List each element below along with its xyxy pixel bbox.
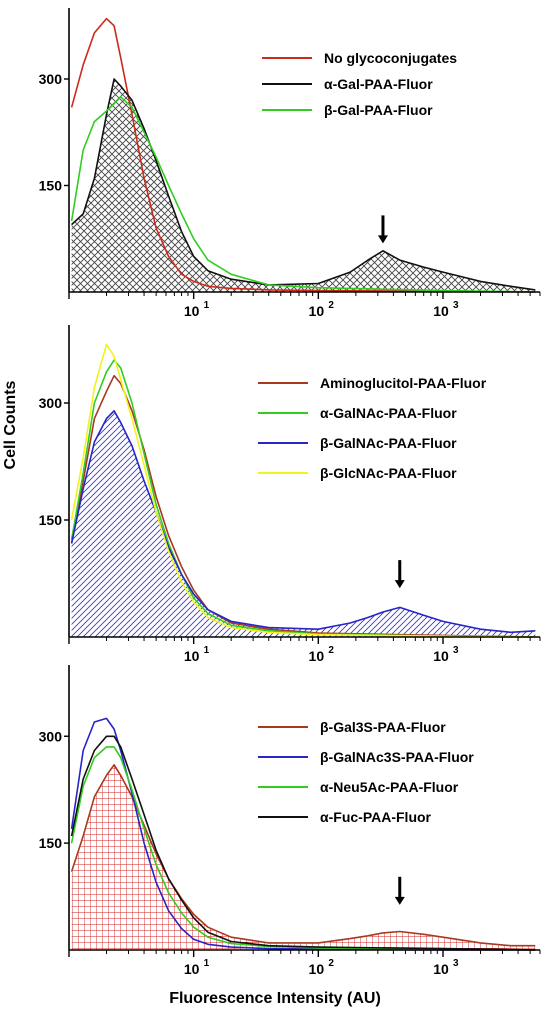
legend-label: α-GalNAc-PAA-Fluor: [320, 405, 457, 421]
x-tick-label: 10: [309, 961, 325, 977]
series-line-2: [70, 717, 536, 951]
series-line-2: [70, 359, 536, 638]
x-tick-label: 10: [309, 303, 325, 319]
legend-label: α-Neu5Ac-PAA-Fluor: [320, 779, 459, 795]
x-tick-exponent: 3: [453, 300, 459, 311]
series-fill: [71, 764, 536, 950]
y-tick-label: 300: [39, 728, 63, 744]
x-tick-exponent: 1: [204, 300, 210, 311]
legend-label: Aminoglucitol-PAA-Fluor: [320, 375, 487, 391]
x-tick-label: 10: [433, 961, 449, 977]
series-line-3: [70, 96, 536, 293]
series-line-1: [70, 17, 536, 293]
series-line-1: [70, 374, 536, 638]
x-tick-exponent: 2: [328, 645, 334, 656]
legend-label: β-GalNAc-PAA-Fluor: [320, 435, 457, 451]
x-tick-label: 10: [433, 648, 449, 664]
y-tick-label: 150: [39, 835, 63, 851]
arrow-head: [394, 580, 405, 589]
series-line-3: [70, 410, 536, 634]
y-tick-label: 150: [39, 512, 63, 528]
legend-label: α-Fuc-PAA-Fluor: [320, 809, 432, 825]
x-tick-label: 10: [184, 648, 200, 664]
y-tick-label: 300: [39, 71, 63, 87]
series-line-4: [70, 735, 536, 951]
arrow-head: [377, 235, 388, 244]
y-tick-label: 150: [39, 178, 63, 194]
series-fill: [71, 410, 536, 637]
x-axis-label: Fluorescence Intensity (AU): [169, 990, 381, 1007]
legend-label: β-Gal-PAA-Fluor: [324, 102, 433, 118]
x-tick-label: 10: [309, 648, 325, 664]
y-axis-label: Cell Counts: [2, 380, 19, 470]
x-tick-label: 10: [184, 303, 200, 319]
x-tick-exponent: 1: [204, 645, 210, 656]
x-tick-exponent: 3: [453, 645, 459, 656]
series-line-4: [70, 343, 536, 638]
legend-label: β-GalNAc3S-PAA-Fluor: [320, 749, 474, 765]
y-tick-label: 300: [39, 395, 63, 411]
x-tick-exponent: 2: [328, 958, 334, 969]
x-tick-exponent: 3: [453, 958, 459, 969]
x-tick-exponent: 2: [328, 300, 334, 311]
legend-label: β-Gal3S-PAA-Fluor: [320, 719, 446, 735]
x-tick-label: 10: [184, 961, 200, 977]
legend-label: α-Gal-PAA-Fluor: [324, 76, 433, 92]
legend-label: No glycoconjugates: [324, 50, 457, 66]
x-tick-exponent: 1: [204, 958, 210, 969]
series-line-1: [70, 764, 536, 947]
series-line-2: [71, 78, 536, 291]
x-tick-label: 10: [433, 303, 449, 319]
legend-label: β-GlcNAc-PAA-Fluor: [320, 465, 457, 481]
arrow-head: [394, 896, 405, 905]
